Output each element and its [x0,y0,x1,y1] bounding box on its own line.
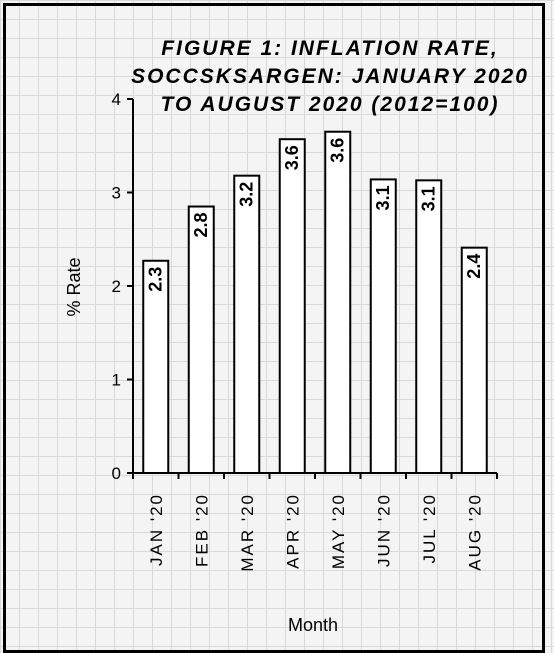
bar [278,138,306,475]
bar [460,246,488,474]
x-axis-title: Month [288,615,338,635]
chart-title-line-2: SOCCSKSARGEN: JANUARY 2020 [131,65,529,88]
category-label: MAR '20 [238,493,257,572]
data-label: 3.1 [373,185,393,210]
y-tick-label: 2 [112,277,121,296]
category-label: JAN '20 [147,493,166,566]
bar [415,179,443,474]
data-label: 3.2 [237,182,257,207]
category-label: JUL '20 [420,493,439,563]
bar [324,130,352,474]
data-label: 3.6 [328,138,348,163]
bar [142,259,170,474]
category-label: AUG '20 [465,493,484,571]
data-label: 2.4 [464,254,484,279]
chart-title-line-1: FIGURE 1: INFLATION RATE, [161,37,498,60]
category-label: FEB '20 [192,493,211,567]
category-label: APR '20 [283,493,302,569]
y-tick-label: 0 [112,464,121,483]
labels: 2.3 JAN '20 2.8 FEB '20 3.2 MAR '20 3.6 APR '20… [146,138,485,572]
y-tick-label: 3 [112,184,121,203]
bar [233,174,261,474]
y-tick-label: 1 [112,371,121,390]
data-label: 3.6 [282,145,302,170]
bar [369,178,397,474]
y-tick-label: 4 [112,90,121,109]
data-label: 3.1 [419,186,439,211]
data-label: 2.8 [191,213,211,238]
chart-title: FIGURE 1: INFLATION RATE, SOCCSKSARGEN: … [131,37,529,116]
category-label: JUN '20 [374,493,393,567]
category-label: MAY '20 [329,493,348,569]
bars [142,130,488,475]
bar [187,205,215,474]
data-label: 2.3 [146,267,166,292]
chart-title-line-3: TO AUGUST 2020 (2012=100) [161,93,500,116]
y-axis-title: % Rate [64,257,84,316]
